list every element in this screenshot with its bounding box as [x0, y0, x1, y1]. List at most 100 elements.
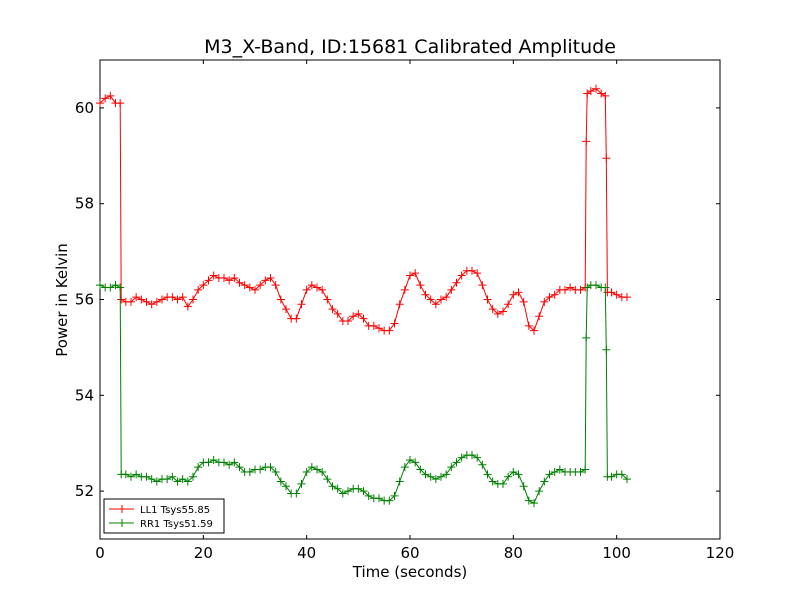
data-point — [152, 477, 161, 486]
y-tick-label: 52 — [75, 482, 94, 500]
data-point — [96, 99, 104, 108]
data-point — [426, 472, 435, 481]
data-point — [561, 285, 569, 294]
x-axis-label: Time (seconds) — [352, 563, 468, 581]
legend-item: LL1 Tsys55.85 — [109, 505, 210, 516]
data-point — [240, 281, 249, 290]
data-point — [183, 302, 192, 311]
data-point — [230, 273, 239, 282]
data-point — [106, 91, 115, 100]
data-point — [576, 467, 585, 476]
data-point — [617, 470, 626, 479]
y-tick-label: 56 — [75, 291, 94, 309]
plot-area: 0 20 40 60 80 100 120 52 54 56 58 60 — [75, 59, 735, 562]
legend-marker — [118, 505, 126, 513]
data-point — [411, 458, 420, 467]
data-point — [178, 475, 187, 484]
data-point — [582, 333, 591, 342]
data-point — [607, 288, 616, 297]
data-point — [256, 281, 265, 290]
data-point — [225, 460, 234, 469]
data-point — [307, 463, 316, 472]
data-point — [297, 300, 306, 309]
data-point — [344, 317, 352, 326]
data-point — [385, 496, 394, 505]
data-point — [338, 489, 347, 498]
y-tick-label: 60 — [75, 99, 94, 117]
data-point — [478, 281, 487, 290]
data-point — [555, 465, 564, 474]
data-point — [318, 285, 327, 294]
data-point — [499, 479, 507, 488]
data-point — [540, 477, 549, 486]
data-point — [509, 290, 518, 299]
data-point — [307, 281, 316, 290]
data-point — [421, 290, 430, 299]
data-point — [194, 285, 203, 294]
legend-label: LL1 Tsys55.85 — [140, 505, 210, 516]
data-point — [276, 477, 285, 486]
data-point — [602, 345, 611, 354]
data-point — [137, 295, 146, 304]
data-point — [163, 475, 172, 484]
data-point — [121, 470, 130, 479]
data-point — [623, 475, 631, 484]
data-point — [142, 297, 151, 306]
legend-item: RR1 Tsys51.59 — [109, 519, 213, 530]
data-point — [524, 496, 533, 505]
data-point — [349, 312, 358, 321]
x-tick-label: 40 — [297, 544, 316, 562]
data-point — [199, 281, 208, 290]
x-tick-label: 120 — [706, 544, 735, 562]
data-point — [576, 285, 585, 294]
x-tick-label: 20 — [194, 544, 213, 562]
data-point — [344, 487, 352, 496]
data-point — [400, 285, 409, 294]
data-point — [282, 305, 290, 314]
legend-marker — [118, 519, 126, 527]
data-point — [230, 458, 239, 467]
data-point — [173, 477, 182, 486]
data-point — [519, 297, 528, 306]
data-point — [117, 295, 126, 304]
data-point — [406, 455, 414, 464]
data-point — [582, 137, 591, 146]
data-point — [406, 271, 414, 280]
data-point — [271, 467, 280, 476]
data-point — [473, 453, 482, 462]
data-point — [504, 472, 513, 481]
data-point — [323, 295, 332, 304]
data-point — [509, 467, 518, 476]
data-point — [276, 295, 285, 304]
data-point — [421, 470, 430, 479]
data-point — [271, 281, 280, 290]
data-point — [468, 266, 476, 275]
data-point — [209, 455, 218, 464]
data-point — [323, 475, 332, 484]
data-point — [442, 470, 451, 479]
data-point — [152, 297, 161, 306]
data-point — [235, 278, 244, 287]
data-point — [235, 463, 244, 472]
data-point — [400, 463, 409, 472]
y-tick-label: 58 — [75, 195, 94, 213]
series-2 — [96, 281, 631, 508]
data-point — [385, 326, 394, 335]
data-point — [116, 99, 125, 108]
data-point — [292, 314, 301, 323]
data-point — [447, 463, 456, 472]
data-point — [266, 463, 275, 472]
data-point — [127, 297, 135, 306]
data-point — [194, 463, 203, 472]
data-point — [426, 295, 435, 304]
data-point — [297, 479, 306, 488]
data-point — [478, 460, 487, 469]
data-point — [132, 293, 141, 302]
data-point — [442, 293, 451, 302]
data-point — [390, 319, 399, 328]
data-point — [457, 271, 466, 280]
data-point — [566, 283, 575, 292]
data-point — [468, 451, 476, 460]
data-point — [586, 87, 595, 96]
data-point — [101, 94, 110, 103]
